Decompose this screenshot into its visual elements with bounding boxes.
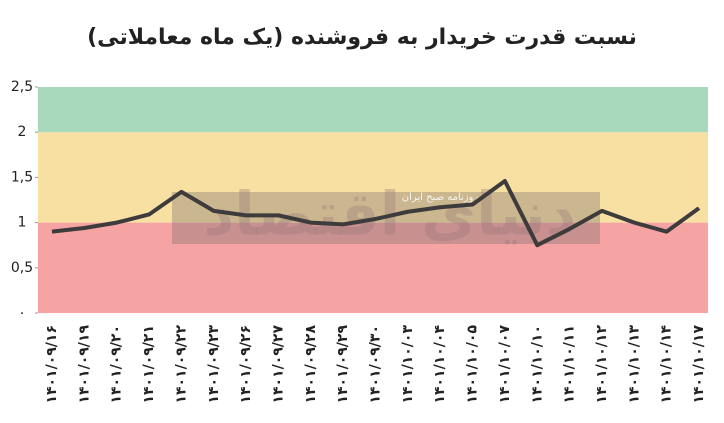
x-tick-label: ۱۴۰۱/۱۰/۰۷: [497, 325, 513, 404]
x-tick-label: ۱۴۰۱/۰۹/۲۶: [238, 325, 254, 404]
y-tick-label: 0,5: [11, 260, 33, 276]
band: [38, 132, 708, 223]
x-tick-label: ۱۴۰۱/۰۹/۲۷: [270, 325, 286, 404]
x-tick-label: ۱۴۰۱/۱۰/۱۳: [626, 325, 642, 404]
x-tick-label: ۱۴۰۱/۰۹/۲۸: [303, 325, 319, 404]
x-tick-label: ۱۴۰۱/۰۹/۲۰: [109, 325, 125, 404]
x-tick-label: ۱۴۰۱/۱۰/۱۱: [562, 325, 578, 404]
x-tick-label: ۱۴۰۱/۰۹/۲۹: [335, 325, 351, 404]
x-tick-label: ۱۴۰۱/۱۰/۱۲: [594, 325, 610, 404]
x-tick-label: ۱۴۰۱/۰۹/۲۱: [141, 325, 157, 404]
chart-title: نسبت قدرت خریدار به فروشنده (یک ماه معام…: [87, 25, 637, 50]
x-tick-label: ۱۴۰۱/۰۹/۲۳: [206, 325, 222, 404]
band: [38, 87, 708, 133]
x-tick-label: ۱۴۰۱/۰۹/۱۹: [76, 325, 92, 404]
y-tick-label: 1,5: [11, 169, 33, 185]
x-tick-label: ۱۴۰۱/۱۰/۱۴: [659, 325, 675, 404]
x-tick-label: ۱۴۰۱/۱۰/۱۷: [691, 325, 707, 404]
y-tick-label: 1: [18, 215, 27, 231]
line: [51, 179, 701, 248]
x-tick-label: ۱۴۰۱/۱۰/۱۰: [529, 325, 545, 404]
x-tick-label: ۱۴۰۱/۱۰/۰۴: [432, 325, 448, 404]
watermark: روزنامه صبح ایران: [402, 192, 479, 203]
y-tick-label: 2: [18, 124, 27, 140]
x-tick-label: ۱۴۰۱/۰۹/۳۰: [368, 325, 384, 404]
y-tick-label: ۰: [18, 305, 26, 321]
x-tick-label: ۱۴۰۱/۰۹/۱۶: [44, 325, 60, 404]
y-tick-label: 2,5: [11, 79, 33, 95]
x-tick-label: ۱۴۰۱/۱۰/۰۵: [465, 325, 481, 404]
x-tick-label: ۱۴۰۱/۰۹/۲۲: [173, 325, 189, 404]
x-tick-label: ۱۴۰۱/۱۰/۰۳: [400, 325, 416, 404]
band: [38, 222, 708, 313]
